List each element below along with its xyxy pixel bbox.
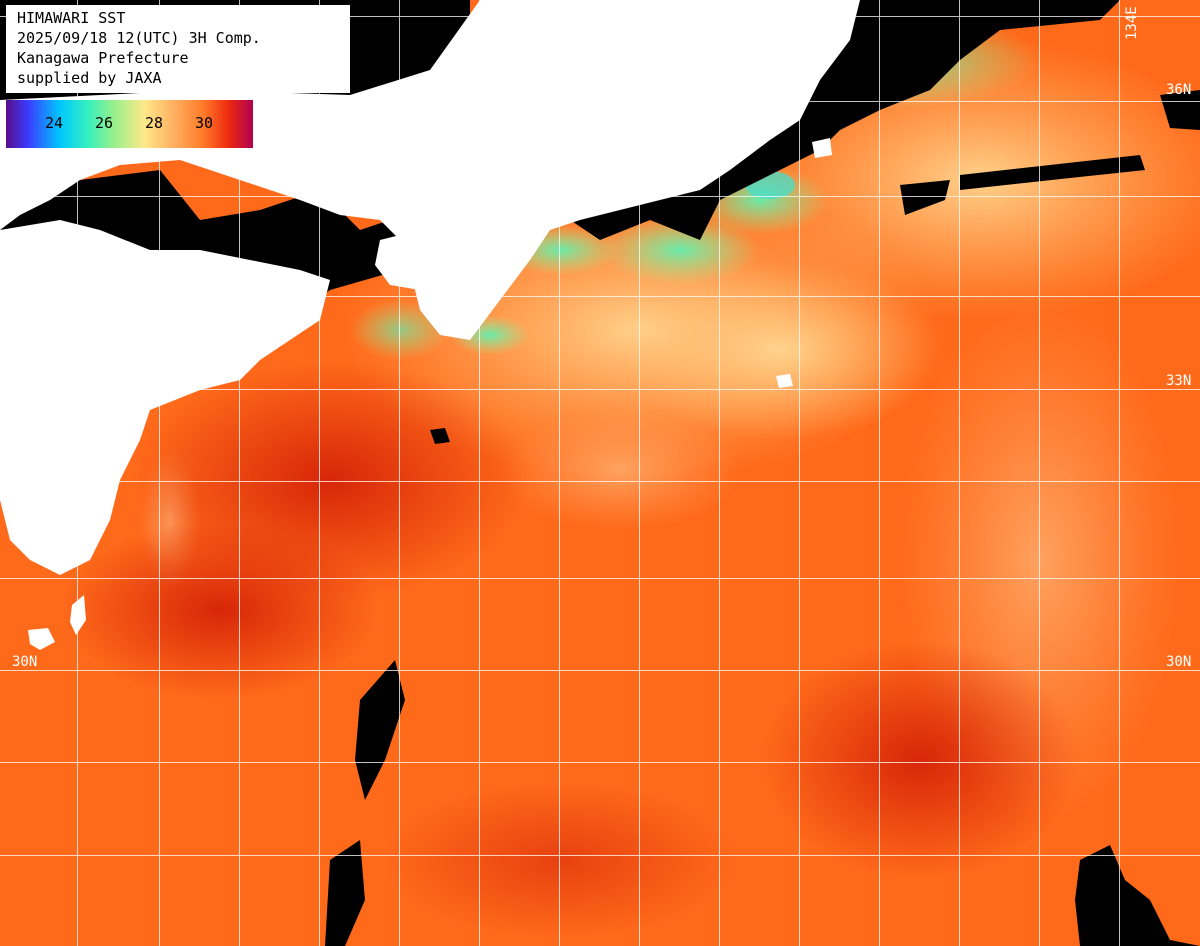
latitude-label-33n-right: 33N bbox=[1166, 373, 1192, 389]
latitude-label-30n-right: 30N bbox=[1166, 654, 1192, 670]
colorbar-tick-30: 30 bbox=[195, 114, 214, 132]
data-credit: supplied by JAXA bbox=[17, 69, 162, 87]
colorbar-tick-26: 26 bbox=[95, 114, 114, 132]
latitude-label-33-left: 33 bbox=[12, 373, 29, 389]
timestamp: 2025/09/18 12(UTC) 3H Comp. bbox=[17, 29, 261, 47]
latitude-label-36n: 36N bbox=[1166, 82, 1192, 98]
land bbox=[0, 0, 860, 650]
title-box: HIMAWARI SST 2025/09/18 12(UTC) 3H Comp.… bbox=[6, 5, 350, 93]
colorbar-tick-28: 28 bbox=[145, 114, 164, 132]
colorbar-tick-24: 24 bbox=[45, 114, 64, 132]
product-title: HIMAWARI SST bbox=[17, 9, 126, 27]
longitude-label-134e: 134E bbox=[1124, 6, 1140, 40]
temperature-colorbar: 24 26 28 30 bbox=[6, 100, 253, 148]
longitude-label-136e: 136E bbox=[484, 6, 500, 40]
latitude-label-30n-left: 30N bbox=[12, 654, 38, 670]
region-name: Kanagawa Prefecture bbox=[17, 49, 189, 67]
